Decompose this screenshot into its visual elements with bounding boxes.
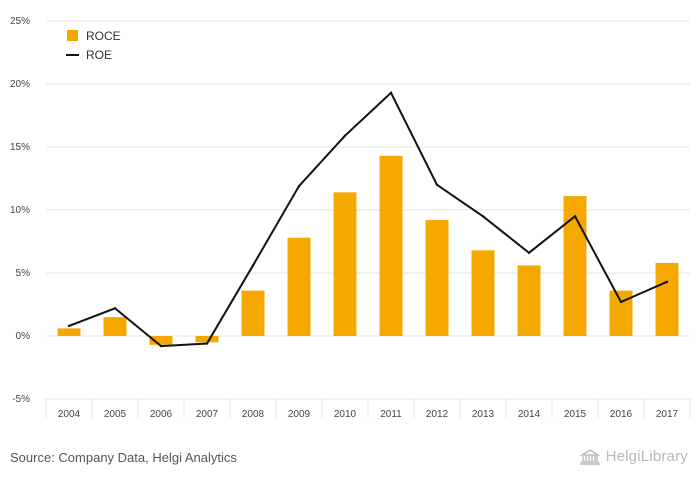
roe-point-2010 xyxy=(343,134,347,137)
roce-bar-2006 xyxy=(149,336,173,345)
legend-roce-label: ROCE xyxy=(86,29,121,43)
x-tick-label: 2012 xyxy=(426,409,449,420)
roce-bar-2007 xyxy=(195,336,219,343)
roe-point-2007 xyxy=(205,342,209,345)
roce-bar-2013 xyxy=(471,250,495,336)
source-note: Source: Company Data, Helgi Analytics xyxy=(10,450,237,465)
x-tick-label: 2013 xyxy=(472,409,495,420)
roe-point-2014 xyxy=(527,251,531,255)
roce-bar-2009 xyxy=(287,237,311,336)
roe-point-2013 xyxy=(481,215,485,218)
roe-line xyxy=(68,91,668,348)
brand-name: HelgiLibrary xyxy=(605,448,688,465)
x-tick-label: 2008 xyxy=(242,409,265,420)
x-tick-label: 2014 xyxy=(518,409,541,420)
y-tick-label: 25% xyxy=(10,16,30,27)
brand-logo: HelgiLibrary xyxy=(579,448,688,465)
roe-point-2015 xyxy=(573,215,577,218)
y-tick-label: 20% xyxy=(10,79,30,90)
y-tick-label: 5% xyxy=(16,268,31,279)
roce-bar-2005 xyxy=(103,317,127,336)
roce-bar-2011 xyxy=(379,155,403,336)
roce-bar-2017 xyxy=(655,262,679,336)
y-tick-label: 10% xyxy=(10,205,30,216)
legend-roe-label: ROE xyxy=(86,48,112,62)
roce-roe-chart: -5% 0% 5% 10% 15% 20% 25% 2004 2005 2006 2007 2008 2… xyxy=(10,16,691,420)
roce-bar-2008 xyxy=(241,290,265,336)
x-tick-label: 2010 xyxy=(334,409,357,420)
roe-point-2017 xyxy=(665,280,669,284)
x-tick-label: 2004 xyxy=(58,409,81,420)
roce-bar-2004 xyxy=(57,328,81,336)
roe-point-2016 xyxy=(619,300,623,304)
roe-point-2008 xyxy=(251,264,255,267)
legend-roce-swatch xyxy=(67,30,78,41)
library-building-icon xyxy=(579,448,601,465)
x-tick-label: 2006 xyxy=(150,409,173,420)
roe-point-2009 xyxy=(297,184,301,188)
y-tick-label: 0% xyxy=(16,331,31,342)
x-tick-label: 2007 xyxy=(196,409,219,420)
x-tick-label: 2017 xyxy=(656,409,679,420)
roce-bar-2016 xyxy=(609,290,633,336)
roce-bar-2014 xyxy=(517,265,541,336)
roce-bar-2015 xyxy=(563,196,587,336)
x-tick-label: 2011 xyxy=(380,409,402,420)
roe-point-2004 xyxy=(67,324,71,328)
roe-point-2005 xyxy=(113,307,117,310)
x-tick-label: 2016 xyxy=(610,409,633,420)
roe-point-2012 xyxy=(435,183,439,186)
y-tick-label: -5% xyxy=(12,394,30,405)
x-tick-label: 2005 xyxy=(104,409,127,420)
x-tick-label: 2009 xyxy=(288,409,311,420)
roce-bar-2010 xyxy=(333,192,357,336)
roce-bar-2012 xyxy=(425,220,449,336)
y-tick-label: 15% xyxy=(10,142,30,153)
x-tick-label: 2015 xyxy=(564,409,587,420)
roe-point-2006 xyxy=(159,344,163,348)
roe-point-2011 xyxy=(389,91,393,95)
